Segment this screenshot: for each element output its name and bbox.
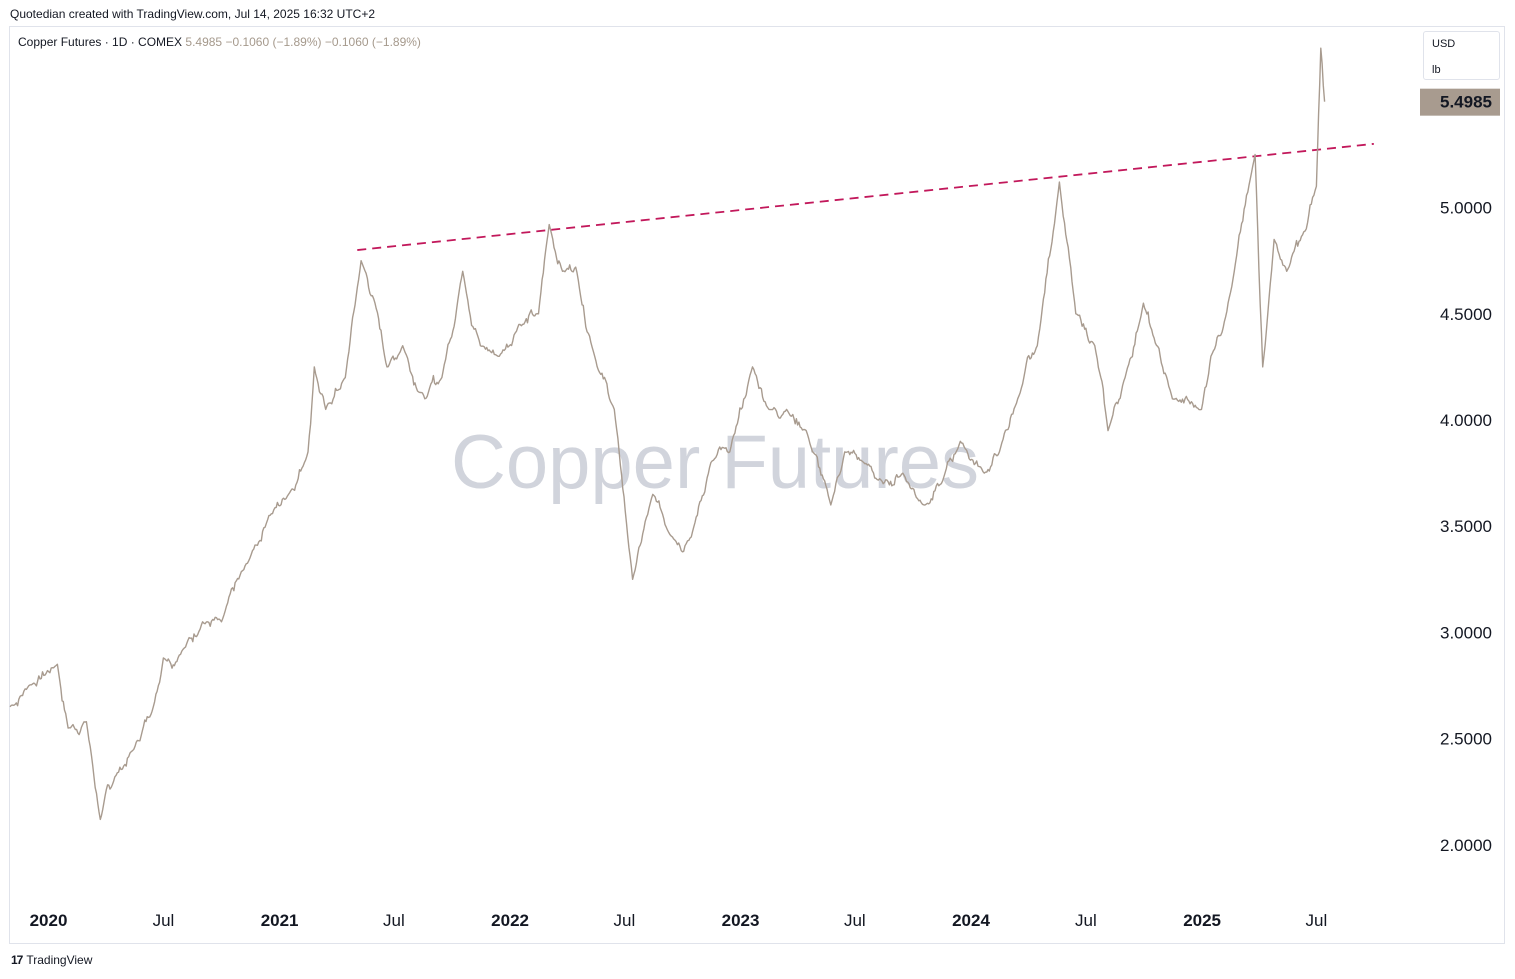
unit-selector[interactable]: USD lb bbox=[1423, 31, 1500, 80]
watermark-text: Copper Futures bbox=[451, 420, 979, 505]
symbol-legend: Copper Futures · 1D · COMEX 5.4985 −0.10… bbox=[18, 35, 421, 49]
y-tick-label: 2.0000 bbox=[1440, 836, 1492, 855]
y-tick-label: 5.0000 bbox=[1440, 199, 1492, 218]
y-tick-label: 2.5000 bbox=[1440, 730, 1492, 749]
y-tick-label: 4.5000 bbox=[1440, 305, 1492, 324]
chart-caption: Quotedian created with TradingView.com, … bbox=[10, 7, 375, 21]
legend-change: −0.1060 (−1.89%) bbox=[225, 35, 322, 49]
x-tick-label: 2024 bbox=[952, 911, 990, 930]
tradingview-logo-icon: 17 bbox=[11, 953, 23, 967]
x-tick-label: Jul bbox=[613, 911, 635, 930]
legend-symbol[interactable]: Copper Futures · 1D · COMEX bbox=[18, 35, 183, 49]
y-tick-label: 4.0000 bbox=[1440, 411, 1492, 430]
last-price-bg bbox=[1420, 88, 1500, 116]
last-price-value: 5.4985 bbox=[1440, 93, 1492, 112]
x-tick-label: Jul bbox=[383, 911, 405, 930]
x-tick-label: 2025 bbox=[1183, 911, 1221, 930]
x-tick-label: 2021 bbox=[261, 911, 299, 930]
x-tick-label: 2020 bbox=[30, 911, 68, 930]
legend-change-2: −0.1060 (−1.89%) bbox=[324, 35, 421, 49]
y-tick-label: 3.5000 bbox=[1440, 517, 1492, 536]
last-price-label: 5.4985 bbox=[1420, 88, 1500, 116]
brand-label: TradingView bbox=[26, 953, 93, 967]
y-tick-label: 3.0000 bbox=[1440, 623, 1492, 642]
x-tick-label: Jul bbox=[1075, 911, 1097, 930]
x-tick-label: 2023 bbox=[722, 911, 760, 930]
footer-brand[interactable]: 17 TradingView bbox=[11, 953, 92, 967]
x-tick-label: 2022 bbox=[491, 911, 529, 930]
trendline[interactable] bbox=[357, 142, 1374, 251]
unit-label[interactable]: lb bbox=[1432, 64, 1441, 76]
x-tick-label: Jul bbox=[1306, 911, 1328, 930]
currency-label[interactable]: USD bbox=[1432, 38, 1456, 50]
x-tick-label: Jul bbox=[844, 911, 866, 930]
legend-price: 5.4985 bbox=[185, 35, 223, 49]
chart-panel[interactable] bbox=[9, 26, 1505, 944]
series-line bbox=[9, 47, 1326, 821]
x-tick-label: Jul bbox=[153, 911, 175, 930]
